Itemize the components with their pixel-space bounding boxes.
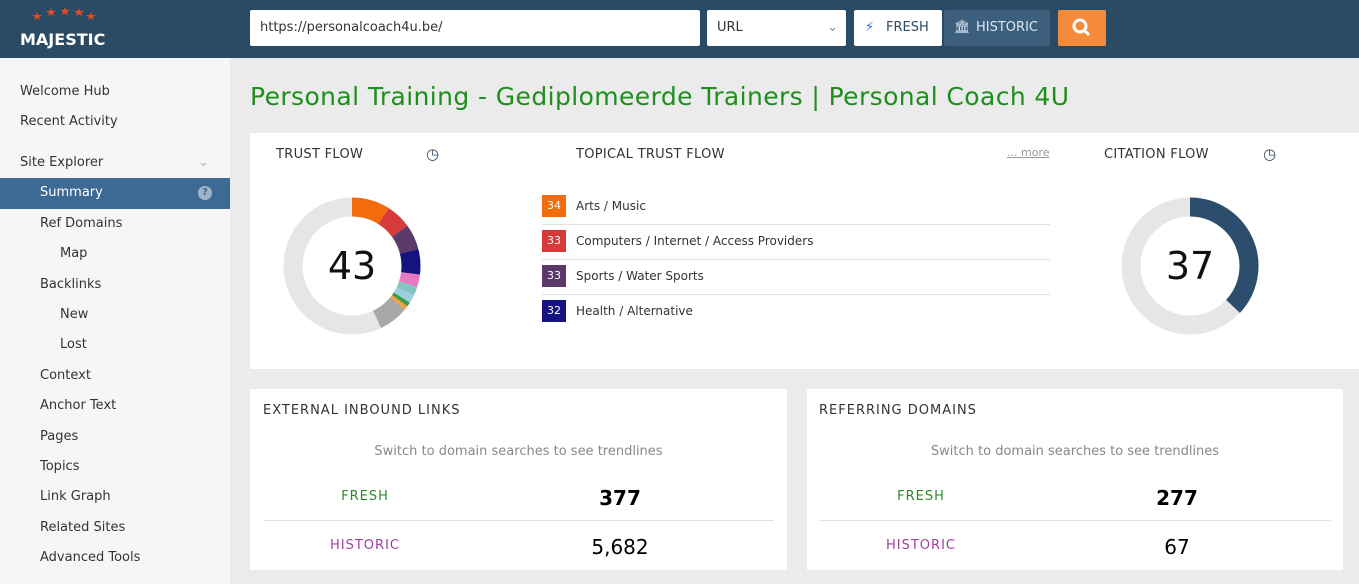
domains-card: REFERRING DOMAINS Switch to domain searc…: [807, 389, 1343, 570]
chevron: ⌄: [827, 20, 838, 35]
divider: [819, 520, 1331, 521]
historic-count: 5,682: [591, 535, 649, 559]
history-icon[interactable]: ◷: [426, 145, 440, 163]
nav-item[interactable]: Pages: [40, 429, 79, 444]
nav-item[interactable]: New: [60, 307, 89, 322]
nav-item[interactable]: Ref Domains: [40, 216, 123, 231]
mode-label: URL: [717, 20, 743, 35]
fresh-label: FRESH: [897, 489, 945, 504]
nav-item[interactable]: Link Graph: [40, 489, 111, 504]
card-title: EXTERNAL INBOUND LINKS: [263, 403, 461, 418]
fresh-label: FRESH: [341, 489, 389, 504]
search-button[interactable]: [1058, 10, 1106, 46]
card-note: Switch to domain searches to see trendli…: [930, 444, 1220, 459]
bolt-icon: ⚡: [865, 20, 875, 35]
top-bar: MAJESTIC https://personalcoach4u.be/ URL…: [0, 0, 1359, 58]
page-title: Personal Training - Gediplomeerde Traine…: [250, 82, 1070, 111]
help-icon[interactable]: ?: [198, 186, 212, 200]
links-card: EXTERNAL INBOUND LINKS Switch to domain …: [250, 389, 787, 570]
nav-item[interactable]: Advanced Tools: [40, 550, 141, 565]
nav-label: Summary: [40, 185, 103, 200]
topic-chip: 33: [542, 230, 566, 252]
topic-name: Arts / Music: [576, 199, 646, 213]
logo[interactable]: MAJESTIC: [20, 30, 106, 49]
fresh-label: FRESH: [886, 20, 929, 35]
topical-label: TOPICAL TRUST FLOW: [576, 147, 725, 162]
nav-label: Site Explorer: [20, 155, 104, 170]
nav-item[interactable]: Backlinks: [40, 277, 102, 292]
sidebar: Welcome Hub Recent Activity Site Explore…: [0, 58, 230, 584]
nav-item[interactable]: Topics: [40, 459, 80, 474]
topic-name: Health / Alternative: [576, 304, 693, 318]
nav-item[interactable]: Map: [60, 246, 88, 261]
trust-flow-label: TRUST FLOW: [276, 147, 364, 162]
topic-name: Computers / Internet / Access Providers: [576, 234, 814, 248]
search-icon: [1072, 18, 1091, 37]
url-input[interactable]: https://personalcoach4u.be/: [250, 10, 700, 46]
topic-chip: 32: [542, 300, 566, 322]
nav-item[interactable]: Lost: [60, 337, 87, 352]
divider: [542, 259, 1050, 260]
fresh-button[interactable]: ⚡ FRESH: [854, 10, 942, 46]
history-icon[interactable]: ◷: [1263, 145, 1277, 163]
more-link[interactable]: ... more: [1007, 146, 1050, 159]
historic-count: 67: [1164, 535, 1190, 559]
bank-icon: 🏛: [954, 20, 971, 35]
divider: [263, 520, 774, 521]
card-note: Switch to domain searches to see trendli…: [374, 444, 663, 459]
mode-select[interactable]: URL ⌄: [707, 10, 846, 46]
historic-label: HISTORIC: [976, 20, 1038, 35]
card-title: REFERRING DOMAINS: [819, 403, 977, 418]
topic-chip: 33: [542, 265, 566, 287]
divider: [542, 294, 1050, 295]
topic-chip: 34: [542, 195, 566, 217]
fresh-count: 377: [599, 486, 641, 510]
nav-item[interactable]: Site Explorer ⌄: [0, 148, 230, 178]
chevron: ⌄: [198, 155, 209, 170]
historic-button[interactable]: 🏛 HISTORIC: [944, 10, 1050, 46]
logo-stars: [32, 7, 96, 20]
nav-item[interactable]: Related Sites: [40, 520, 126, 535]
fresh-count: 277: [1156, 486, 1198, 510]
historic-label: HISTORIC: [330, 538, 400, 553]
nav-item[interactable]: Context: [40, 368, 91, 383]
nav-item-selected[interactable]: Summary?: [0, 178, 230, 209]
citation-flow-label: CITATION FLOW: [1104, 147, 1209, 162]
historic-label: HISTORIC: [886, 538, 956, 553]
topic-name: Sports / Water Sports: [576, 269, 704, 283]
divider: [542, 224, 1050, 225]
flow-card: TRUST FLOW ◷ TOPICAL TRUST FLOW ... more…: [250, 133, 1359, 369]
nav-item[interactable]: Recent Activity: [20, 114, 118, 129]
nav-item[interactable]: Welcome Hub: [20, 84, 110, 99]
nav-item[interactable]: Anchor Text: [40, 398, 117, 413]
